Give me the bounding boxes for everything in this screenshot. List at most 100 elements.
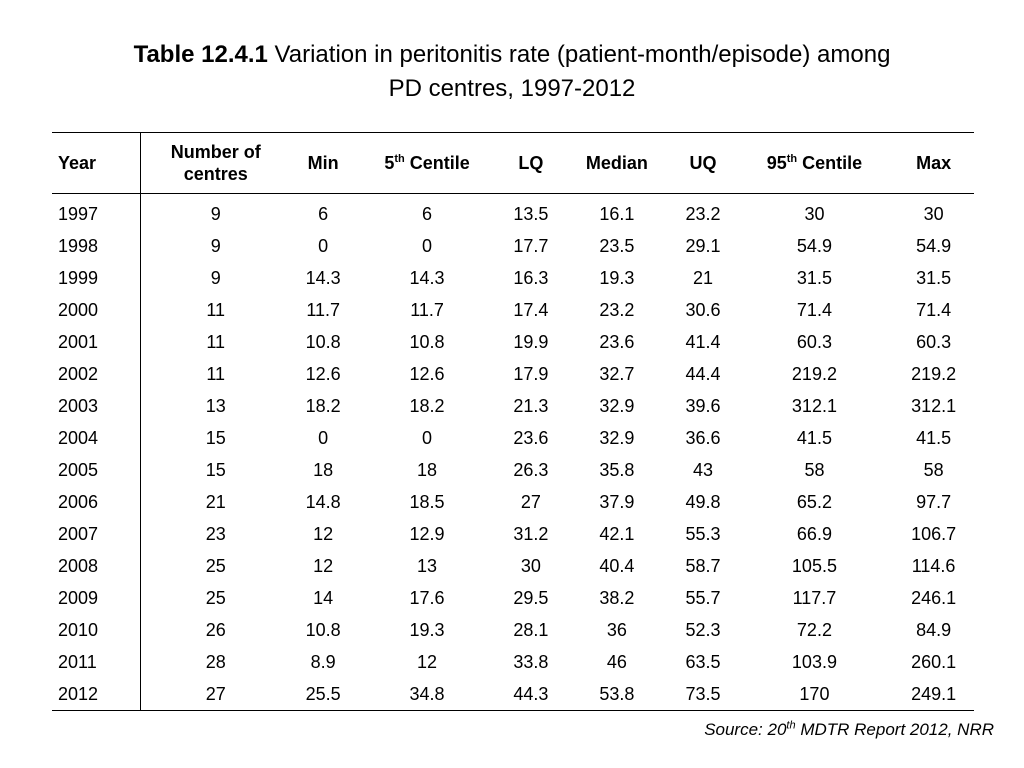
cell-max: 71.4: [916, 299, 952, 320]
table-row: 1997 9 6 6 13.5 16.1 23.2 30 30: [52, 193, 974, 230]
cell-median: 19.3: [599, 267, 635, 288]
cell-95th-centile: 312.1: [791, 395, 837, 416]
cell-min: 8.9: [310, 651, 336, 672]
header-5th-rest: Centile: [404, 153, 470, 173]
cell-number-of-centres: 11: [206, 299, 226, 320]
cell-year: 1997: [52, 193, 141, 230]
source-suffix: MDTR Report 2012, NRR: [795, 720, 994, 739]
table-row: 2002 11 12.6 12.6 17.9 32.7 44.4 219.2 219.2: [52, 358, 974, 390]
cell-max: 54.9: [916, 235, 952, 256]
cell-median: 46: [606, 651, 627, 672]
cell-uq: 55.7: [685, 587, 721, 608]
cell-year: 2000: [52, 294, 141, 326]
cell-median: 40.4: [599, 555, 635, 576]
table-row: 2000 11 11.7 11.7 17.4 23.2 30.6 71.4 71.4: [52, 294, 974, 326]
cell-uq: 23.2: [685, 203, 721, 224]
cell-number-of-centres: 15: [205, 459, 226, 480]
header-95th-rest: Centile: [797, 153, 863, 173]
table-row: 2001 11 10.8 10.8 19.9 23.6 41.4 60.3 60.3: [52, 326, 974, 358]
cell-uq: 21: [692, 267, 713, 288]
cell-95th-centile: 105.5: [791, 555, 837, 576]
cell-year: 1999: [52, 262, 141, 294]
cell-max: 41.5: [916, 427, 952, 448]
header-row: Year Number of centres Min 5th Centile LQ…: [52, 132, 974, 194]
table-title: Table 12.4.1 Variation in peritonitis ra…: [0, 38, 1024, 106]
cell-number-of-centres: 23: [205, 523, 226, 544]
header-lq: LQ: [498, 132, 564, 194]
cell-min: 14.3: [305, 267, 341, 288]
cell-median: 38.2: [599, 587, 635, 608]
table-row: 2011 28 8.9 12 33.8 46 63.5 103.9 260.1: [52, 646, 974, 678]
cell-year: 2002: [52, 358, 141, 390]
source-sup: th: [786, 719, 796, 732]
cell-median: 53.8: [563, 678, 671, 711]
cell-uq: 52.3: [685, 619, 721, 640]
header-year: Year: [52, 132, 141, 194]
header-5th-base: 5: [384, 153, 395, 173]
cell-lq: 13.5: [513, 203, 549, 224]
header-95th-sup: th: [786, 153, 798, 165]
cell-median: 37.9: [599, 491, 635, 512]
cell-min: 18: [313, 459, 334, 480]
cell-max: 106.7: [911, 523, 957, 544]
table-row: 1998 9 0 0 17.7 23.5 29.1 54.9 54.9: [52, 230, 974, 262]
source-note: Source: 20th MDTR Report 2012, NRR: [704, 720, 994, 740]
cell-95th-centile: 54.9: [796, 235, 832, 256]
cell-uq: 36.6: [685, 427, 721, 448]
cell-5th-centile: 34.8: [355, 678, 499, 711]
title-line-2: PD centres, 1997-2012: [388, 75, 636, 102]
table-body: 1997 9 6 6 13.5 16.1 23.2 30 30 1998 9 0 0 17.7 23.5 29…: [52, 193, 974, 711]
cell-year: 2001: [52, 326, 141, 358]
cell-number-of-centres: 15: [205, 427, 226, 448]
cell-5th-centile: 12.6: [409, 363, 445, 384]
cell-median: 36: [606, 619, 627, 640]
cell-min: 11.7: [306, 299, 341, 320]
cell-uq: 43: [692, 459, 713, 480]
cell-lq: 17.4: [513, 299, 549, 320]
cell-number-of-centres: 26: [205, 619, 226, 640]
cell-5th-centile: 18: [417, 459, 438, 480]
cell-number-of-centres: 25: [205, 555, 226, 576]
cell-median: 23.6: [599, 331, 635, 352]
cell-5th-centile: 14.3: [409, 267, 445, 288]
cell-lq: 27: [520, 491, 541, 512]
cell-uq: 44.4: [685, 363, 721, 384]
cell-lq: 33.8: [513, 651, 549, 672]
cell-lq: 31.2: [513, 523, 549, 544]
cell-min: 0: [318, 235, 329, 256]
title-label: Table 12.4.1: [133, 41, 268, 68]
cell-median: 23.5: [599, 235, 635, 256]
cell-number-of-centres: 9: [210, 235, 221, 256]
cell-max: 31.5: [916, 267, 952, 288]
cell-year: 2011: [52, 646, 141, 678]
cell-95th-centile: 65.2: [796, 491, 832, 512]
cell-median: 32.9: [599, 395, 635, 416]
cell-max: 60.3: [916, 331, 952, 352]
table-row: 2003 13 18.2 18.2 21.3 32.9 39.6 312.1 312.1: [52, 390, 974, 422]
cell-min: 6: [318, 203, 329, 224]
cell-95th-centile: 219.2: [791, 363, 837, 384]
cell-number-of-centres: 11: [206, 363, 226, 384]
cell-median: 16.1: [599, 203, 635, 224]
table-row: 2009 25 14 17.6 29.5 38.2 55.7 117.7 246.1: [52, 582, 974, 614]
cell-uq: 63.5: [685, 651, 721, 672]
cell-95th-centile: 103.9: [791, 651, 837, 672]
cell-number-of-centres: 13: [205, 395, 226, 416]
cell-max: 97.7: [916, 491, 952, 512]
cell-year: 2005: [52, 454, 141, 486]
table-header: Year Number of centres Min 5th Centile LQ…: [52, 132, 974, 194]
cell-max: 260.1: [911, 651, 957, 672]
cell-5th-centile: 12: [417, 651, 438, 672]
title-text: Variation in peritonitis rate (patient-m…: [267, 41, 891, 68]
cell-min: 10.8: [305, 331, 341, 352]
cell-uq: 49.8: [685, 491, 721, 512]
cell-lq: 23.6: [513, 427, 549, 448]
cell-95th-centile: 31.5: [796, 267, 832, 288]
cell-min: 0: [318, 427, 329, 448]
cell-min: 14.8: [305, 491, 341, 512]
cell-lq: 30: [520, 555, 541, 576]
cell-5th-centile: 13: [417, 555, 438, 576]
cell-year: 1998: [52, 230, 141, 262]
cell-95th-centile: 41.5: [796, 427, 832, 448]
header-5th-centile: 5th Centile: [355, 132, 499, 194]
